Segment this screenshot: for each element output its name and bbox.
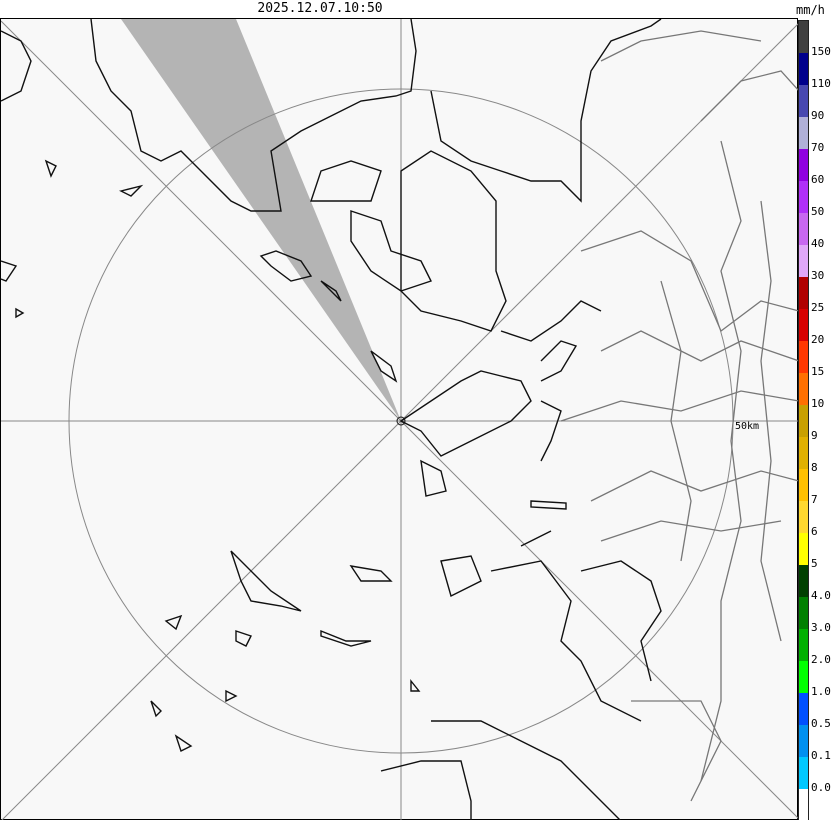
legend-swatch: [799, 21, 808, 53]
legend-swatch: [799, 693, 808, 725]
legend-label: 9: [811, 429, 818, 442]
legend-swatch: [799, 565, 808, 597]
legend-label: 0.1: [811, 749, 831, 762]
legend-swatch: [799, 117, 808, 149]
legend-label: 1.0: [811, 685, 831, 698]
legend-label: 90: [811, 109, 825, 122]
radar-site-marker: [396, 416, 406, 426]
legend-swatch: [799, 597, 808, 629]
legend-swatch: [799, 789, 808, 820]
legend-label: 30: [811, 269, 825, 282]
legend-label: 20: [811, 333, 825, 346]
coastlines: [0, 18, 662, 820]
legend-label: 60: [811, 173, 825, 186]
legend-swatch: [799, 757, 808, 789]
legend-swatch: [799, 629, 808, 661]
legend-swatch: [799, 181, 808, 213]
legend-label: 50: [811, 205, 825, 218]
legend-swatch: [799, 501, 808, 533]
legend-label: 40: [811, 237, 825, 250]
legend-label: 150: [811, 45, 831, 58]
legend-swatch: [799, 469, 808, 501]
unit-label: mm/h: [796, 3, 825, 17]
legend-swatch: [799, 661, 808, 693]
legend-label: 110: [811, 77, 831, 90]
legend-label: 0.0: [811, 781, 831, 794]
map-svg: [0, 18, 800, 820]
timestamp-title: 2025.12.07.10:50: [257, 1, 383, 16]
legend-swatch: [799, 437, 808, 469]
legend-label: 6: [811, 525, 818, 538]
legend-swatch: [799, 213, 808, 245]
legend-label: 70: [811, 141, 825, 154]
legend-label: 7: [811, 493, 818, 506]
blocked-sector: [121, 19, 401, 421]
grid-diagonal: [0, 20, 800, 820]
legend-swatch: [799, 405, 808, 437]
legend-swatch: [799, 149, 808, 181]
legend-swatch: [799, 341, 808, 373]
legend-label: 15: [811, 365, 825, 378]
color-legend: [798, 20, 809, 820]
legend-label: 4.0: [811, 589, 831, 602]
range-ring-label: 50km: [735, 421, 760, 432]
legend-swatch: [799, 85, 808, 117]
legend-swatch: [799, 53, 808, 85]
legend-label: 2.0: [811, 653, 831, 666]
legend-label: 10: [811, 397, 825, 410]
legend-swatch: [799, 533, 808, 565]
admin-boundaries: [560, 30, 800, 802]
legend-swatch: [799, 277, 808, 309]
legend-swatch: [799, 245, 808, 277]
legend-label: 25: [811, 301, 825, 314]
legend-label: 5: [811, 557, 818, 570]
legend-swatch: [799, 725, 808, 757]
legend-label: 0.5: [811, 717, 831, 730]
legend-swatch: [799, 373, 808, 405]
radar-map[interactable]: [0, 18, 800, 820]
legend-swatch: [799, 309, 808, 341]
grid-diagonal: [1, 22, 800, 820]
legend-label: 8: [811, 461, 818, 474]
legend-label: 3.0: [811, 621, 831, 634]
range-grid: [0, 19, 800, 820]
